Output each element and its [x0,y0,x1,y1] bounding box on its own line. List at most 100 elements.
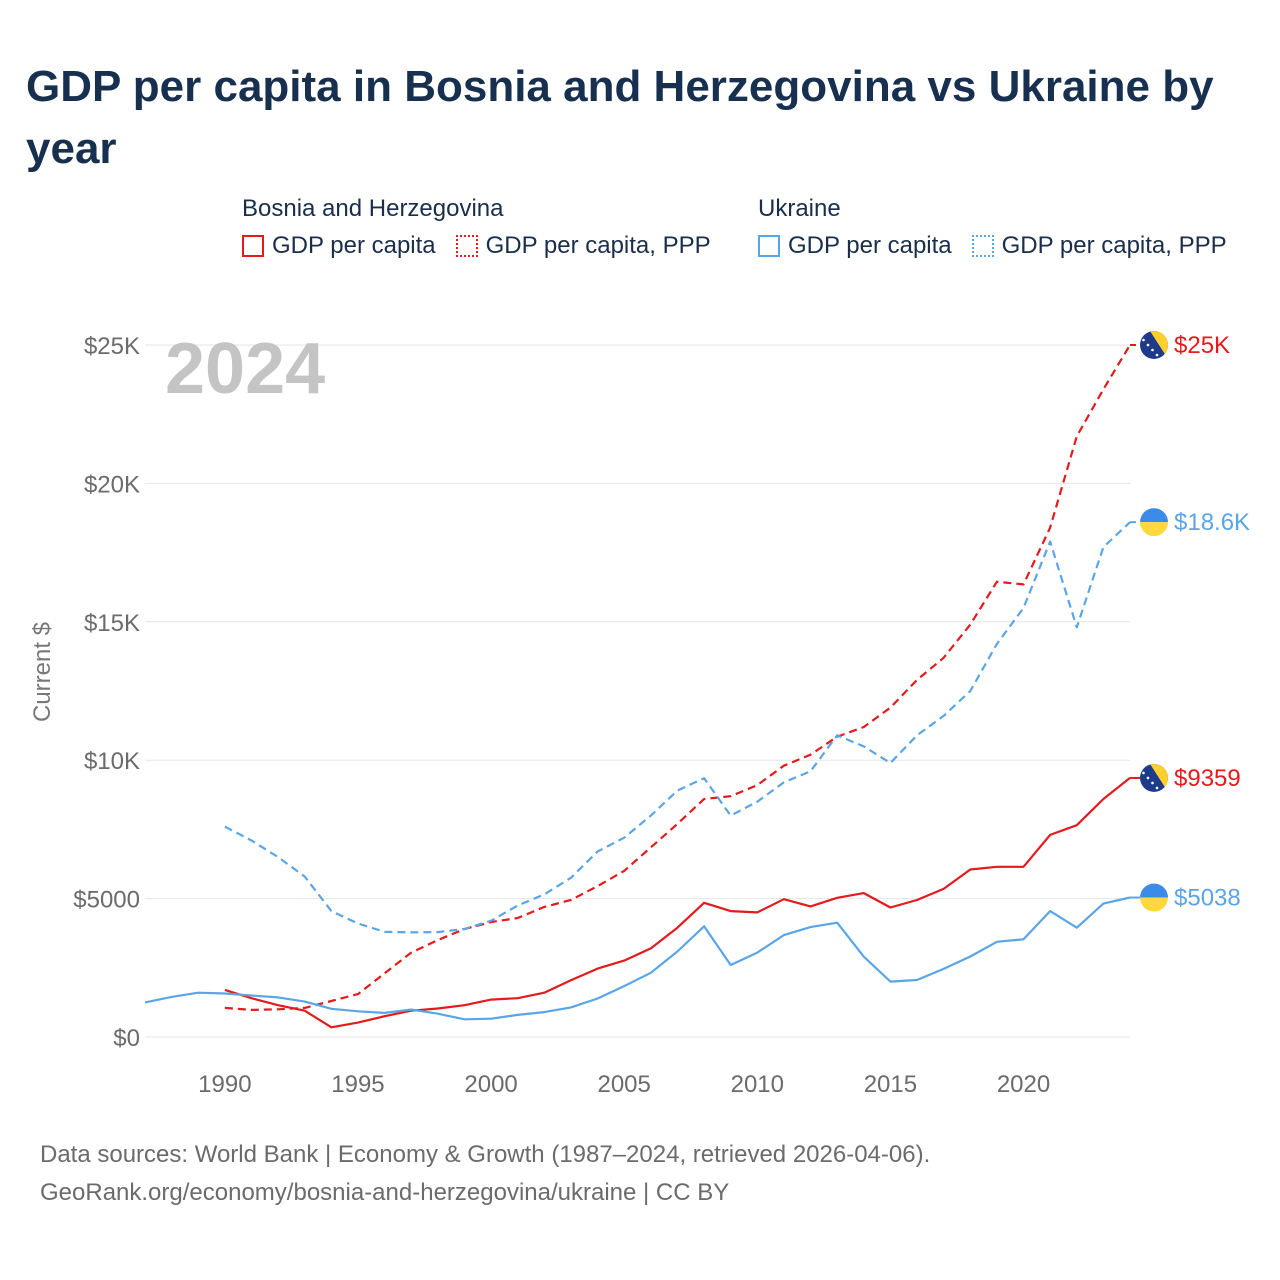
data-point-ukr-ppp [488,918,494,924]
data-point-ukr-gdp [222,991,228,997]
legend-bosnia: Bosnia and Herzegovina GDP per capita GD… [242,192,711,260]
legend-label: GDP per capita, PPP [485,232,711,259]
data-point-ukr-gdp [914,977,920,983]
data-point-bih-ppp [595,883,601,889]
data-point-ukr-gdp [861,954,867,960]
x-tick-label: 2020 [997,1071,1050,1098]
legend-label: GDP per capita, PPP [1001,232,1227,259]
data-point-ukr-gdp [728,962,734,968]
ukraine-flag-icon [1140,508,1168,537]
data-point-ukr-ppp [595,849,601,855]
x-axis-ticks: 1990 1995 2000 2005 2010 2015 2020 [198,1071,1050,1098]
x-tick-label: 2000 [464,1071,517,1098]
end-markers: $25K $18.6K $9359 $5038 [1130,331,1250,912]
data-point-ukr-gdp [435,1011,441,1017]
year-label: 2024 [165,329,325,409]
source-line-1: Data sources: World Bank | Economy & Gro… [40,1141,931,1168]
data-point-ukr-ppp [1074,624,1080,630]
data-point-bih-gdp [435,1006,441,1012]
series-line-ukr-gdp [144,896,1131,1021]
legend-group-ukraine: Ukraine [758,195,841,222]
data-point-bih-gdp [728,908,734,914]
data-point-ukr-gdp [355,1008,361,1014]
data-point-bih-ppp [967,622,973,628]
data-point-ukr-gdp [328,1006,334,1012]
data-point-ukr-gdp [994,939,1000,945]
legend-swatch-solid-blue [758,235,780,257]
data-point-ukr-gdp [568,1004,574,1010]
end-value-label: $25K [1174,332,1230,359]
data-point-bih-ppp [701,796,707,802]
data-point-ukr-gdp [595,996,601,1002]
data-point-bih-gdp [355,1020,361,1026]
data-point-ukr-ppp [701,775,707,781]
data-point-ukr-gdp [781,932,787,938]
data-point-bih-ppp [1100,386,1106,392]
legend-item-bosnia-gdp[interactable]: GDP per capita [242,232,436,260]
data-point-ukr-gdp [648,970,654,976]
data-point-ukr-ppp [621,835,627,841]
data-point-ukr-ppp [435,929,441,935]
legend-item-ukraine-ppp[interactable]: GDP per capita, PPP [971,232,1227,260]
data-point-bih-gdp [541,990,547,996]
data-point-ukr-gdp [754,950,760,956]
series-line-bih-ppp [224,344,1131,1011]
x-tick-label: 2005 [597,1071,650,1098]
series-lines [144,344,1131,1029]
data-point-bih-gdp [1100,796,1106,802]
data-point-ukr-ppp [1047,539,1053,545]
data-point-ukr-ppp [568,875,574,881]
data-point-bih-ppp [328,998,334,1004]
data-point-bih-ppp [648,844,654,850]
y-axis-ticks: $0 $5000 $10K $15K $20K $25K [73,333,140,1052]
data-point-bih-gdp [701,900,707,906]
legend-item-ukraine-gdp[interactable]: GDP per capita [758,232,952,260]
source-line-2[interactable]: GeoRank.org/economy/bosnia-and-herzegovi… [40,1179,730,1206]
data-point-ukr-gdp [808,924,814,930]
data-point-bih-ppp [887,705,893,711]
x-tick-label: 2010 [731,1071,784,1098]
data-point-bih-gdp [674,925,680,931]
bosnia-flag-icon [1140,763,1168,792]
x-tick-label: 1990 [198,1071,251,1098]
data-point-bih-gdp [994,864,1000,870]
data-point-bih-ppp [541,904,547,910]
data-point-bih-gdp [808,903,814,909]
data-point-bih-gdp [967,867,973,873]
data-point-ukr-gdp [195,990,201,996]
data-point-ukr-ppp [861,743,867,749]
legend-item-bosnia-ppp[interactable]: GDP per capita, PPP [455,232,711,260]
data-point-bih-gdp [861,890,867,896]
data-point-bih-gdp [595,966,601,972]
data-point-bih-gdp [754,909,760,915]
data-point-ukr-ppp [355,921,361,927]
data-point-bih-gdp [914,897,920,903]
data-point-ukr-ppp [1021,605,1027,611]
data-point-bih-gdp [1047,832,1053,838]
data-point-bih-gdp [515,995,521,1001]
data-point-ukr-ppp [275,854,281,860]
data-point-ukr-ppp [408,929,414,935]
data-point-ukr-gdp [1047,908,1053,914]
data-point-bih-ppp [382,970,388,976]
data-point-ukr-ppp [1100,544,1106,550]
source-note: Data sources: World Bank | Economy & Gro… [40,1136,930,1212]
data-point-ukr-ppp [728,813,734,819]
data-point-ukr-ppp [887,760,893,766]
data-point-bih-ppp [994,579,1000,585]
data-point-ukr-ppp [648,813,654,819]
end-value-label: $18.6K [1174,509,1250,536]
data-point-ukr-gdp [515,1012,521,1018]
end-value-label: $9359 [1174,765,1241,792]
data-point-ukr-ppp [967,688,973,694]
data-point-bih-ppp [302,1005,308,1011]
data-point-ukr-ppp [328,908,334,914]
data-point-ukr-gdp [1021,936,1027,942]
data-point-bih-gdp [488,997,494,1003]
y-tick-label: $15K [84,610,140,637]
data-point-bih-ppp [222,1005,228,1011]
data-point-ukr-gdp [1100,901,1106,907]
data-point-bih-gdp [462,1002,468,1008]
y-tick-label: $20K [84,471,140,498]
data-point-ukr-gdp [541,1009,547,1015]
